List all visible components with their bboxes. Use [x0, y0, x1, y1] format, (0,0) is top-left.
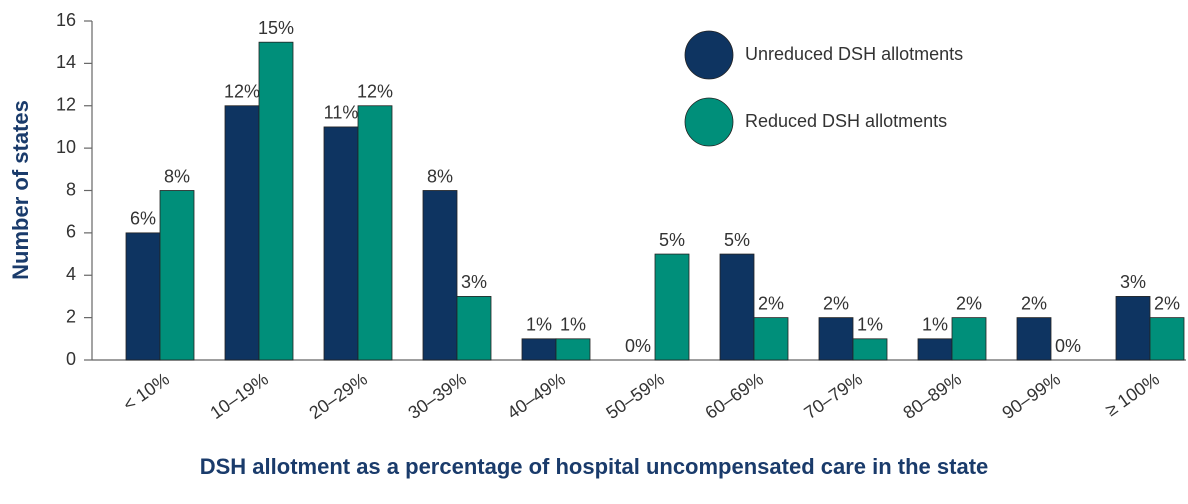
x-tick-label: 90–99%	[998, 369, 1064, 423]
y-axis-label: Number of states	[8, 100, 33, 280]
x-tick-label: ≥ 100%	[1102, 369, 1163, 420]
x-axis-label: DSH allotment as a percentage of hospita…	[200, 454, 989, 479]
value-label: 5%	[659, 230, 685, 250]
bar	[125, 232, 161, 361]
x-tick-label: 50–59%	[602, 369, 668, 423]
value-label: 2%	[1154, 293, 1180, 313]
x-tick-label: 80–89%	[899, 369, 965, 423]
bar	[951, 317, 987, 361]
legend-swatch	[684, 30, 734, 80]
x-tick-label: 40–49%	[503, 369, 569, 423]
x-tick-label: 10–19%	[206, 369, 272, 423]
value-label: 1%	[560, 315, 586, 335]
bar	[917, 338, 953, 361]
bar	[159, 190, 195, 361]
bar	[1115, 296, 1151, 361]
bar	[1016, 317, 1052, 361]
value-label: 12%	[357, 82, 393, 102]
x-tick-label: 20–29%	[305, 369, 371, 423]
y-tick-label: 4	[66, 264, 76, 284]
bar	[555, 338, 591, 361]
bar	[1149, 317, 1185, 361]
bar	[521, 338, 557, 361]
bar	[753, 317, 789, 361]
y-tick-label: 12	[56, 95, 76, 115]
value-label: 2%	[823, 293, 849, 313]
y-tick-label: 6	[66, 222, 76, 242]
value-label: 12%	[224, 82, 260, 102]
value-label: 1%	[857, 315, 883, 335]
value-label: 15%	[258, 18, 294, 38]
y-tick-label: 10	[56, 137, 76, 157]
value-label: 6%	[130, 209, 156, 229]
legend-label: Reduced DSH allotments	[745, 111, 947, 131]
value-label: 3%	[461, 272, 487, 292]
value-label: 1%	[526, 315, 552, 335]
bar	[456, 296, 492, 361]
y-tick-label: 14	[56, 52, 76, 72]
value-label: 8%	[427, 166, 453, 186]
bar	[852, 338, 888, 361]
value-label: 2%	[956, 293, 982, 313]
value-label: 8%	[164, 166, 190, 186]
legend-label: Unreduced DSH allotments	[745, 44, 963, 64]
bar	[258, 41, 294, 361]
bar	[323, 126, 359, 361]
value-label: 2%	[758, 293, 784, 313]
bar	[357, 105, 393, 361]
x-tick-label: < 10%	[119, 369, 173, 415]
y-tick-label: 8	[66, 179, 76, 199]
y-tick-label: 0	[66, 349, 76, 369]
value-label: 1%	[922, 315, 948, 335]
value-label: 3%	[1120, 272, 1146, 292]
bar	[818, 317, 854, 361]
value-label: 0%	[1055, 336, 1081, 356]
bar	[422, 190, 458, 361]
bar	[654, 253, 690, 361]
y-tick-label: 16	[56, 10, 76, 30]
value-label: 0%	[625, 336, 651, 356]
x-tick-label: 70–79%	[800, 369, 866, 423]
x-tick-label: 60–69%	[701, 369, 767, 423]
value-label: 5%	[724, 230, 750, 250]
value-label: 11%	[324, 103, 359, 123]
bar	[719, 253, 755, 361]
x-tick-label: 30–39%	[404, 369, 470, 423]
legend-swatch	[684, 97, 734, 147]
y-tick-label: 2	[66, 306, 76, 326]
value-label: 2%	[1021, 293, 1047, 313]
bar	[224, 105, 260, 361]
